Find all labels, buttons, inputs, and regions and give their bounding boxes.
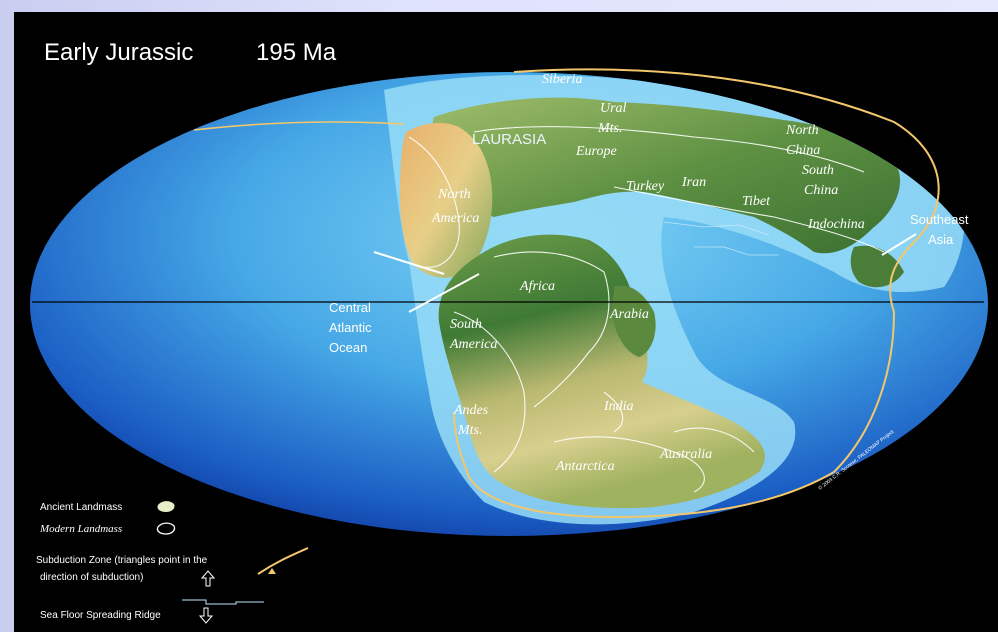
legend-modern-label: Modern Landmass [39, 523, 122, 535]
label-central-atlantic-2: Atlantic [329, 320, 372, 335]
north-america-landmass [399, 122, 493, 278]
label-southeast-asia-2: Asia [928, 232, 954, 247]
label-andes-1: Andes [453, 403, 489, 418]
legend-ancient-swatch [157, 501, 175, 512]
paleogeographic-map: Early Jurassic 195 Ma Siberia Ural Mts. … [30, 39, 988, 624]
arabia-landmass [612, 285, 656, 357]
label-southeast-asia-1: Southeast [910, 212, 969, 227]
label-turkey: Turkey [626, 179, 665, 194]
modern-landmass-outlines [408, 126, 885, 493]
map-frame: Early Jurassic 195 Ma Siberia Ural Mts. … [14, 12, 998, 632]
label-laurasia: LAURASIA [472, 131, 546, 148]
legend-ridge-label: Sea Floor Spreading Ridge [40, 610, 161, 621]
label-north-america-2: America [431, 211, 479, 226]
label-central-atlantic-3: Ocean [329, 340, 367, 355]
label-north-china-1: North [785, 123, 819, 138]
label-africa: Africa [519, 279, 555, 294]
label-south-china-1: South [802, 163, 834, 178]
label-andes-2: Mts. [457, 423, 483, 438]
label-ural-2: Mts. [597, 121, 623, 136]
legend-subduction-tick [268, 568, 276, 574]
label-australia: Australia [659, 447, 712, 462]
label-india: India [603, 399, 634, 414]
label-europe: Europe [575, 144, 617, 159]
map-title: Early Jurassic [44, 39, 193, 66]
legend-subduction-label-2: direction of subduction) [40, 572, 143, 583]
legend-up-arrow-icon [200, 570, 216, 587]
subduction-zone-west [193, 121, 405, 131]
label-north-america-1: North [437, 187, 471, 202]
legend: Ancient Landmass Modern Landmass Subduct… [36, 501, 309, 624]
label-antarctica: Antarctica [555, 459, 615, 474]
label-ural-1: Ural [600, 101, 627, 116]
legend-down-arrow-icon [198, 607, 214, 624]
legend-ancient-label: Ancient Landmass [40, 502, 122, 513]
label-south-america-2: America [449, 337, 497, 352]
label-siberia: Siberia [542, 72, 582, 87]
legend-subduction-label-1: Subduction Zone (triangles point in the [36, 555, 208, 566]
label-tibet: Tibet [742, 194, 771, 209]
laurasia-landmass [432, 97, 901, 254]
ridge-patches [663, 221, 779, 256]
label-north-china-2: China [786, 143, 820, 158]
label-central-atlantic-1: Central [329, 300, 371, 315]
map-age: 195 Ma [256, 39, 337, 66]
legend-modern-swatch [156, 522, 176, 535]
label-south-america-1: South [450, 317, 482, 332]
legend-ridge-swatch [182, 599, 264, 605]
gondwana-landmass [438, 234, 765, 509]
legend-subduction-swatch [257, 547, 309, 575]
subduction-zone-line [453, 68, 940, 519]
label-south-china-2: China [804, 183, 838, 198]
label-iran: Iran [681, 175, 706, 190]
label-arabia: Arabia [609, 307, 649, 322]
label-indochina: Indochina [807, 217, 865, 232]
pointer-lines [373, 233, 917, 313]
